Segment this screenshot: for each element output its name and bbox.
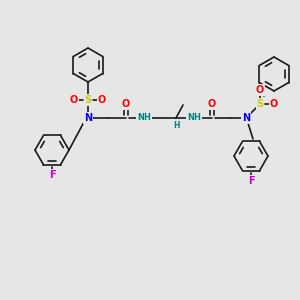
Text: O: O xyxy=(208,99,216,109)
Text: F: F xyxy=(49,170,55,180)
Text: NH: NH xyxy=(187,113,201,122)
Text: O: O xyxy=(256,85,264,95)
Text: N: N xyxy=(84,113,92,123)
Text: F: F xyxy=(248,176,254,186)
Text: H: H xyxy=(174,122,180,130)
Text: O: O xyxy=(122,99,130,109)
Text: N: N xyxy=(242,113,250,123)
Text: NH: NH xyxy=(137,113,151,122)
Text: O: O xyxy=(98,95,106,105)
Text: O: O xyxy=(270,99,278,109)
Text: S: S xyxy=(84,95,92,105)
Text: O: O xyxy=(70,95,78,105)
Text: S: S xyxy=(256,99,264,109)
